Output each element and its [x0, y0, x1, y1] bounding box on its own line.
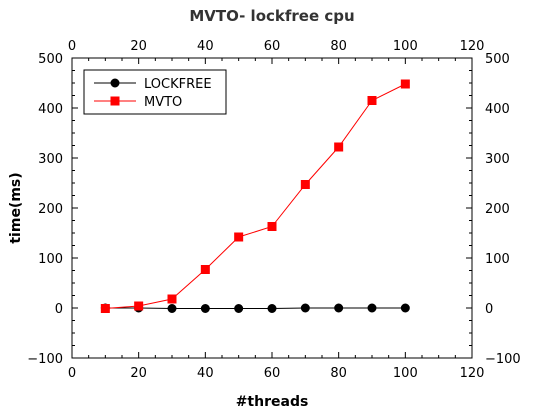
y-tick-label-right: 300 — [485, 152, 510, 167]
data-point-mvto — [200, 265, 210, 274]
x-tick-label-top: 40 — [197, 39, 214, 54]
y-tick-label-right: 500 — [485, 52, 510, 67]
data-point-mvto — [367, 96, 377, 105]
series-mvto — [100, 79, 410, 313]
x-tick-label-bottom: 100 — [393, 366, 418, 381]
series-lockfree — [100, 303, 410, 313]
data-point-mvto — [400, 79, 410, 89]
chart-title: MVTO- lockfree cpu — [189, 7, 354, 25]
data-point-mvto — [167, 294, 177, 304]
data-point-lockfree — [300, 303, 310, 313]
data-point-mvto — [300, 180, 310, 189]
axes — [71, 57, 473, 359]
x-tick-label-bottom: 20 — [130, 366, 147, 381]
x-tick-label-top: 100 — [393, 39, 418, 54]
y-tick-label-left: 0 — [55, 302, 63, 317]
x-tick-label-top: 120 — [460, 39, 485, 54]
x-tick-label-top: 80 — [330, 39, 347, 54]
x-tick-label-bottom: 120 — [460, 366, 485, 381]
legend-label-lockfree: LOCKFREE — [144, 77, 212, 92]
x-tick-label-bottom: 60 — [264, 366, 281, 381]
y-tick-label-right: 200 — [485, 202, 510, 217]
x-tick-label-top: 0 — [68, 39, 76, 54]
series-line-mvto — [105, 83, 406, 309]
legend-marker-lockfree — [110, 78, 120, 88]
y-tick-label-left: 400 — [38, 102, 63, 117]
x-tick-label-bottom: 40 — [197, 366, 214, 381]
data-point-lockfree — [200, 304, 210, 313]
data-point-mvto — [234, 232, 244, 242]
y-tick-label-left: 200 — [38, 202, 63, 217]
data-point-lockfree — [367, 303, 377, 313]
legend-box — [83, 69, 227, 115]
data-point-lockfree — [234, 304, 244, 313]
legend-label-mvto: MVTO — [144, 95, 182, 110]
data-point-lockfree — [267, 304, 277, 313]
data-point-lockfree — [167, 304, 177, 313]
y-tick-label-right: 0 — [485, 302, 493, 317]
y-tick-label-left: 300 — [38, 152, 63, 167]
x-tick-label-top: 20 — [130, 39, 147, 54]
data-point-mvto — [267, 222, 277, 231]
legend-marker-mvto — [110, 96, 120, 106]
y-tick-label-right: −100 — [485, 352, 521, 367]
series-line-lockfree — [105, 307, 406, 309]
legend: LOCKFREE MVTO — [83, 69, 227, 115]
data-point-lockfree — [334, 303, 344, 313]
series-layer — [100, 79, 410, 313]
x-tick-label-bottom: 0 — [68, 366, 76, 381]
y-tick-label-left: −100 — [27, 352, 63, 367]
data-point-mvto — [100, 304, 110, 313]
x-tick-label-bottom: 80 — [330, 366, 347, 381]
data-point-lockfree — [400, 303, 410, 313]
y-axis-label: time(ms) — [8, 172, 24, 243]
x-axis-label: #threads — [236, 394, 309, 410]
x-tick-label-top: 60 — [264, 39, 281, 54]
data-point-mvto — [334, 142, 344, 152]
data-point-mvto — [134, 301, 144, 311]
y-tick-label-left: 100 — [38, 252, 63, 267]
y-tick-label-right: 400 — [485, 102, 510, 117]
y-tick-label-right: 100 — [485, 252, 510, 267]
y-tick-label-left: 500 — [38, 52, 63, 67]
